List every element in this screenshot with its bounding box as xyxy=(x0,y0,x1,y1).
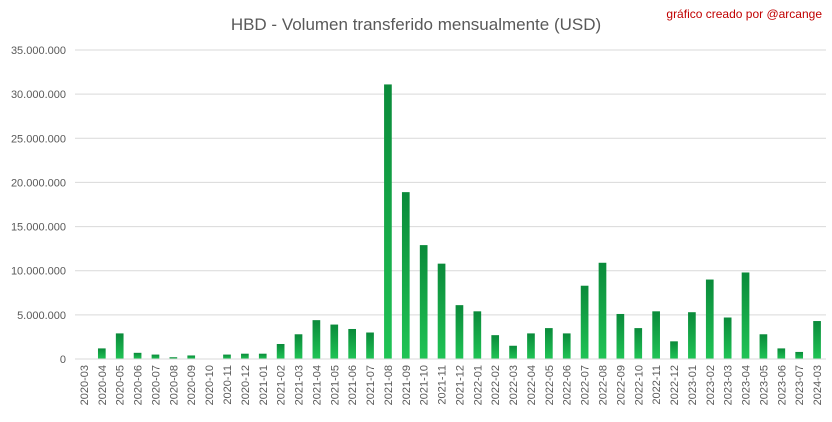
x-tick-label: 2021-06 xyxy=(347,365,359,405)
y-tick-label: 20.000.000 xyxy=(11,177,66,189)
x-tick-label: 2023-06 xyxy=(776,365,788,405)
x-tick-label: 2021-07 xyxy=(365,365,377,405)
bar-2023-05 xyxy=(760,334,768,359)
bar-2021-05 xyxy=(330,325,338,359)
x-tick-label: 2023-04 xyxy=(741,365,753,405)
x-tick-label: 2022-05 xyxy=(544,365,556,405)
bar-2021-09 xyxy=(402,192,410,359)
bar-2021-10 xyxy=(420,245,428,359)
bar-2022-05 xyxy=(545,328,553,359)
x-tick-label: 2023-02 xyxy=(705,365,717,405)
x-tick-label: 2020-04 xyxy=(97,365,109,405)
bar-2021-03 xyxy=(295,334,303,359)
x-tick-label: 2023-01 xyxy=(687,365,699,405)
x-tick-label: 2022-01 xyxy=(472,365,484,405)
x-tick-label: 2023-03 xyxy=(723,365,735,405)
x-tick-label: 2020-07 xyxy=(150,365,162,405)
bar-2023-06 xyxy=(777,348,785,359)
x-tick-label: 2023-05 xyxy=(758,365,770,405)
bar-2021-01 xyxy=(259,354,267,359)
x-axis-ticks: 2020-03 2020-04 2020-05 2020-06 2020-07 2020-… xyxy=(79,365,824,405)
chart-credit: gráfico creado por @arcange xyxy=(666,7,822,21)
x-tick-label: 2021-01 xyxy=(258,365,270,405)
x-tick-label: 2022-03 xyxy=(508,365,520,405)
x-tick-label: 2020-06 xyxy=(133,365,145,405)
x-tick-label: 2021-04 xyxy=(311,365,323,405)
x-tick-label: 2021-10 xyxy=(419,365,431,405)
x-tick-label: 2022-11 xyxy=(651,365,663,405)
x-tick-label: 2022-08 xyxy=(597,365,609,405)
bar-2022-08 xyxy=(599,263,607,359)
y-tick-label: 5.000.000 xyxy=(17,310,66,322)
x-tick-label: 2022-04 xyxy=(526,365,538,405)
bar-2022-01 xyxy=(473,311,481,359)
bar-2023-07 xyxy=(795,352,803,359)
x-tick-label: 2022-02 xyxy=(490,365,502,405)
bar-2021-02 xyxy=(277,344,285,359)
x-tick-label: 2020-08 xyxy=(168,365,180,405)
bar-2023-04 xyxy=(742,272,750,359)
bar-2022-03 xyxy=(509,346,517,359)
bar-2023-03 xyxy=(724,318,732,359)
x-tick-label: 2021-03 xyxy=(294,365,306,405)
y-tick-label: 15.000.000 xyxy=(11,222,66,234)
x-tick-label: 2021-09 xyxy=(401,365,413,405)
bars xyxy=(80,84,821,359)
bar-2022-02 xyxy=(491,335,499,359)
bar-2023-02 xyxy=(706,280,714,359)
bar-2021-06 xyxy=(348,329,356,359)
bar-2020-04 xyxy=(98,348,106,359)
bar-2020-12 xyxy=(241,354,249,359)
x-tick-label: 2020-10 xyxy=(204,365,216,405)
bar-2024-03 xyxy=(813,321,821,359)
bar-2020-05 xyxy=(116,333,124,359)
x-tick-label: 2022-09 xyxy=(615,365,627,405)
bar-2020-07 xyxy=(152,355,160,359)
x-tick-label: 2024-03 xyxy=(812,365,824,405)
bar-2021-04 xyxy=(313,320,321,359)
bar-2022-11 xyxy=(652,311,660,359)
bar-2020-09 xyxy=(187,355,195,359)
bar-2020-06 xyxy=(134,353,142,359)
x-tick-label: 2020-03 xyxy=(79,365,91,405)
bar-2020-11 xyxy=(223,355,231,359)
x-tick-label: 2022-10 xyxy=(633,365,645,405)
y-axis-ticks: 0 5.000.000 10.000.000 15.000.000 20.000.000… xyxy=(11,45,66,366)
x-tick-label: 2022-06 xyxy=(562,365,574,405)
y-tick-label: 35.000.000 xyxy=(11,45,66,57)
x-tick-label: 2020-05 xyxy=(115,365,127,405)
bar-2021-08 xyxy=(384,84,392,359)
x-tick-label: 2020-12 xyxy=(240,365,252,405)
x-tick-label: 2021-12 xyxy=(454,365,466,405)
bar-2022-12 xyxy=(670,341,678,359)
x-tick-label: 2020-09 xyxy=(186,365,198,405)
y-tick-label: 25.000.000 xyxy=(11,133,66,145)
x-tick-label: 2021-02 xyxy=(276,365,288,405)
bar-2022-10 xyxy=(634,328,642,359)
bar-2021-07 xyxy=(366,333,374,359)
gridlines xyxy=(75,50,826,315)
x-tick-label: 2021-05 xyxy=(329,365,341,405)
bar-2022-06 xyxy=(563,333,571,359)
x-tick-label: 2022-07 xyxy=(580,365,592,405)
bar-2021-12 xyxy=(456,305,464,359)
bar-2021-11 xyxy=(438,264,446,359)
y-tick-label: 30.000.000 xyxy=(11,89,66,101)
x-tick-label: 2021-08 xyxy=(383,365,395,405)
bar-2023-01 xyxy=(688,312,696,359)
y-tick-label: 0 xyxy=(60,354,66,366)
x-tick-label: 2022-12 xyxy=(669,365,681,405)
x-tick-label: 2020-11 xyxy=(222,365,234,405)
x-tick-label: 2021-11 xyxy=(437,365,449,405)
chart-title: HBD - Volumen transferido mensualmente (… xyxy=(231,15,601,34)
bar-2022-09 xyxy=(617,314,625,359)
bar-2022-04 xyxy=(527,333,535,359)
bar-2022-07 xyxy=(581,286,589,359)
x-tick-label: 2023-07 xyxy=(794,365,806,405)
y-tick-label: 10.000.000 xyxy=(11,266,66,278)
